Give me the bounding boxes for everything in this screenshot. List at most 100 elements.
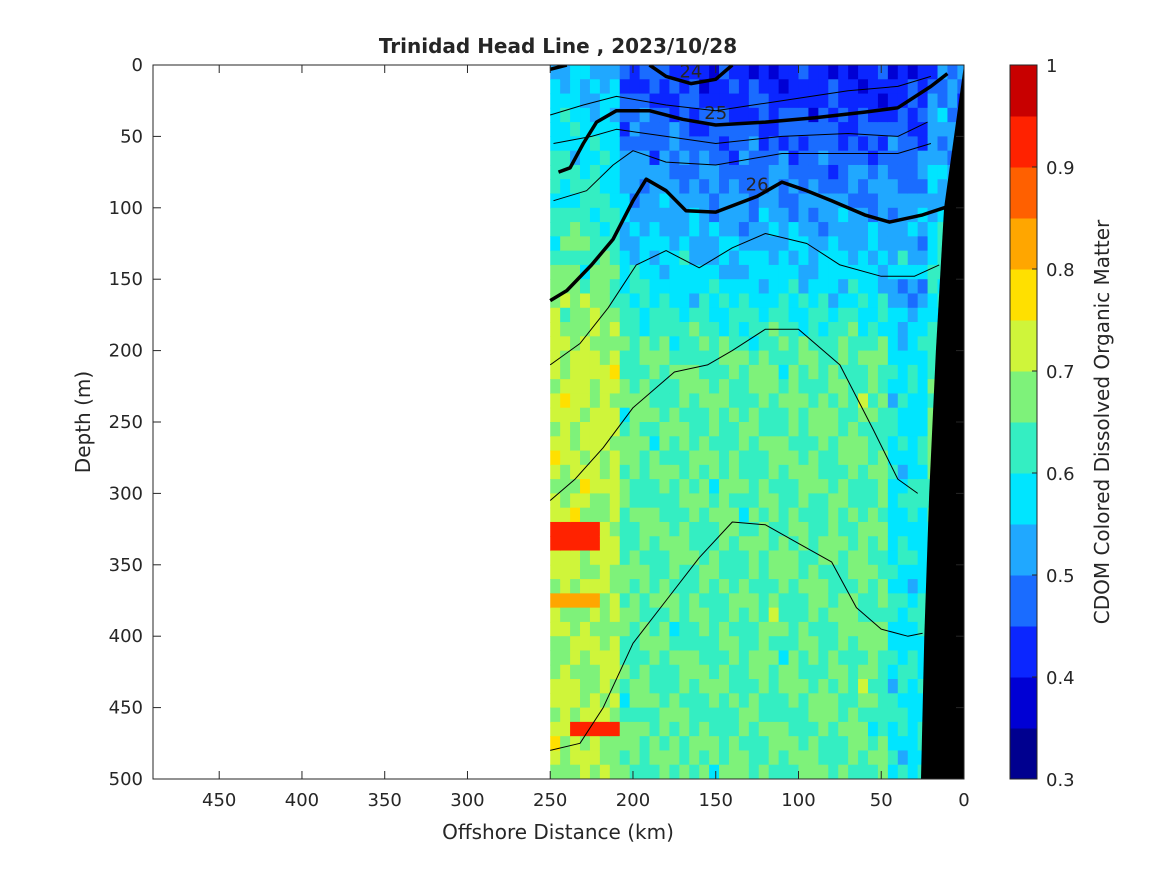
cdom-cell [719, 564, 730, 580]
cdom-cell [659, 307, 670, 323]
cdom-cell [609, 307, 621, 323]
cdom-cell [818, 721, 829, 737]
cdom-cell [907, 436, 919, 452]
cdom-cell [599, 507, 611, 523]
cdom-cell [679, 65, 690, 80]
cdom-cell [679, 536, 690, 552]
cdom-cell [728, 479, 740, 494]
cdom-cell [639, 164, 651, 180]
cdom-cell [738, 607, 750, 623]
cdom-cell [649, 207, 661, 223]
cdom-cell [599, 393, 611, 409]
cdom-cell [798, 607, 810, 623]
cdom-cell [649, 65, 661, 80]
cdom-cell [560, 422, 571, 437]
cdom-cell [719, 521, 730, 537]
cdom-cell [858, 736, 869, 752]
cdom-cell [788, 350, 800, 366]
cdom-cell [659, 636, 670, 652]
cdom-cell [679, 364, 690, 380]
cdom-cell [570, 293, 581, 309]
cdom-cell [629, 93, 641, 109]
cdom-cell [639, 364, 651, 380]
cdom-cell [699, 450, 710, 466]
cdom-cell [877, 379, 889, 395]
cdom-cell [858, 536, 869, 552]
cdom-cell [768, 707, 780, 723]
cdom-cell [669, 264, 680, 280]
cdom-cell [669, 564, 680, 580]
cdom-cell [629, 422, 641, 437]
cdom-cell [589, 350, 601, 366]
cdom-cell [758, 393, 770, 409]
cdom-cell [629, 750, 641, 766]
cdom-cell [907, 721, 919, 737]
cdom-cell [699, 593, 710, 609]
cdom-cell [778, 493, 790, 509]
cdom-cell [649, 250, 661, 266]
cdom-cell [897, 179, 909, 195]
cdom-cell [589, 479, 601, 494]
cdom-cell [599, 436, 611, 452]
cdom-cell [897, 250, 909, 266]
cdom-cell [699, 65, 710, 80]
cdom-cell [629, 207, 641, 223]
cdom-cell [550, 65, 561, 80]
cdom-cell [748, 107, 760, 123]
cdom-cell [947, 79, 958, 95]
cdom-cell [589, 364, 601, 380]
cdom-cell [560, 736, 571, 752]
cdom-cell [758, 750, 770, 766]
cdom-cell [858, 764, 869, 779]
cdom-cell [818, 179, 829, 195]
cdom-cell [848, 521, 859, 537]
cdom-cell [629, 721, 641, 737]
cdom-cell [858, 407, 869, 423]
cdom-cell [570, 264, 581, 280]
cdom-cell [679, 564, 690, 580]
cdom-cell [709, 664, 720, 680]
cdom-cell [719, 764, 730, 779]
cdom-cell [709, 693, 720, 709]
cdom-cell [917, 150, 929, 166]
cdom-cell [828, 293, 839, 309]
cdom-cell [550, 336, 561, 352]
cdom-cell [897, 564, 909, 580]
cdom-cell [550, 379, 561, 395]
cdom-cell [629, 536, 641, 552]
cdom-cell [619, 264, 631, 280]
cdom-cell [609, 450, 621, 466]
cdom-cell [858, 521, 869, 537]
cdom-cell [609, 179, 621, 195]
cdom-cell [728, 736, 740, 752]
cdom-cell [838, 293, 849, 309]
cdom-cell [828, 79, 839, 95]
cdom-cell [858, 107, 869, 123]
cdom-cell [639, 207, 651, 223]
cdom-cell [848, 279, 859, 295]
cdom-cell [709, 93, 720, 109]
cdom-cell [788, 493, 800, 509]
cdom-cell [828, 550, 839, 566]
cdom-cell [748, 279, 760, 295]
cdom-cell [748, 407, 760, 423]
cdom-cell [659, 521, 670, 537]
cdom-cell [570, 379, 581, 395]
cdom-cell [719, 136, 730, 152]
cdom-cell [649, 636, 661, 652]
cdom-cell [679, 579, 690, 594]
cdom-cell [828, 436, 839, 452]
cdom-cell [560, 279, 571, 295]
cdom-cell [798, 179, 810, 195]
cdom-cell [550, 150, 561, 166]
cdom-cell [858, 721, 869, 737]
cdom-cell [649, 393, 661, 409]
cdom-cell [589, 136, 601, 152]
cdom-cell [719, 336, 730, 352]
cdom-cell [550, 621, 561, 637]
cdom-cell [887, 379, 899, 395]
cdom-cell [689, 750, 700, 766]
cdom-cell [917, 593, 929, 609]
colorbar-swatch [1010, 167, 1037, 219]
cdom-cell [738, 293, 750, 309]
